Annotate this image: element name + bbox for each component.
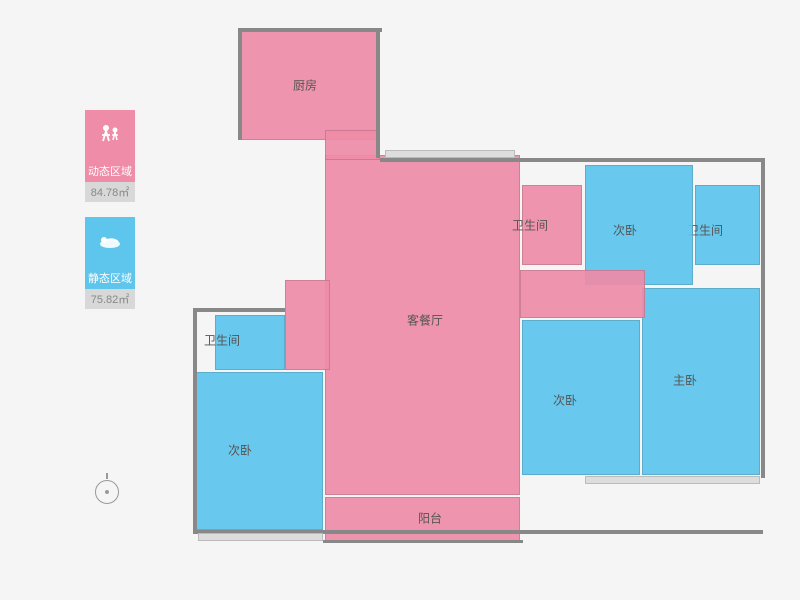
floorplan-container: 厨房客餐厅卫生间卫生间卫生间次卧次卧次卧主卧阳台 (180, 30, 770, 570)
window-rail (585, 476, 760, 484)
room-bedroom_master (642, 288, 760, 475)
room-bedroom_sec2 (522, 320, 640, 475)
room-bedroom_sec3 (195, 372, 323, 530)
wall-segment (238, 28, 242, 140)
legend-static-value: 75.82㎡ (85, 289, 135, 309)
room-label-living: 客餐厅 (407, 312, 443, 329)
wall-segment (238, 28, 382, 32)
legend-dynamic: 动态区域 84.78㎡ (85, 110, 145, 202)
room-label-bath1: 卫生间 (512, 217, 548, 234)
room-label-balcony: 阳台 (418, 510, 442, 527)
window-rail (198, 533, 323, 541)
room-bedroom_sec1 (585, 165, 693, 285)
window-rail (385, 150, 515, 158)
people-icon (85, 110, 135, 160)
wall-segment (761, 158, 765, 478)
wall-segment (193, 308, 197, 533)
wall-segment (193, 308, 285, 312)
room-label-bath3: 卫生间 (204, 332, 240, 349)
room-label-bedroom_master: 主卧 (673, 372, 697, 389)
room-label-bedroom_sec3: 次卧 (228, 442, 252, 459)
wall-segment (323, 540, 523, 543)
legend-static-label: 静态区域 (85, 267, 135, 289)
legend-panel: 动态区域 84.78㎡ 静态区域 75.82㎡ (85, 110, 145, 324)
room-label-bedroom_sec1: 次卧 (613, 222, 637, 239)
legend-dynamic-value: 84.78㎡ (85, 182, 135, 202)
room-connector1 (325, 130, 380, 160)
sleep-icon (85, 217, 135, 267)
room-label-bedroom_sec2: 次卧 (553, 392, 577, 409)
wall-segment (380, 158, 765, 162)
room-connector3 (520, 270, 645, 318)
wall-segment (376, 28, 380, 158)
compass-icon (95, 480, 125, 510)
legend-dynamic-label: 动态区域 (85, 160, 135, 182)
room-connector2 (285, 280, 330, 370)
room-label-kitchen: 厨房 (293, 77, 317, 94)
legend-static: 静态区域 75.82㎡ (85, 217, 145, 309)
